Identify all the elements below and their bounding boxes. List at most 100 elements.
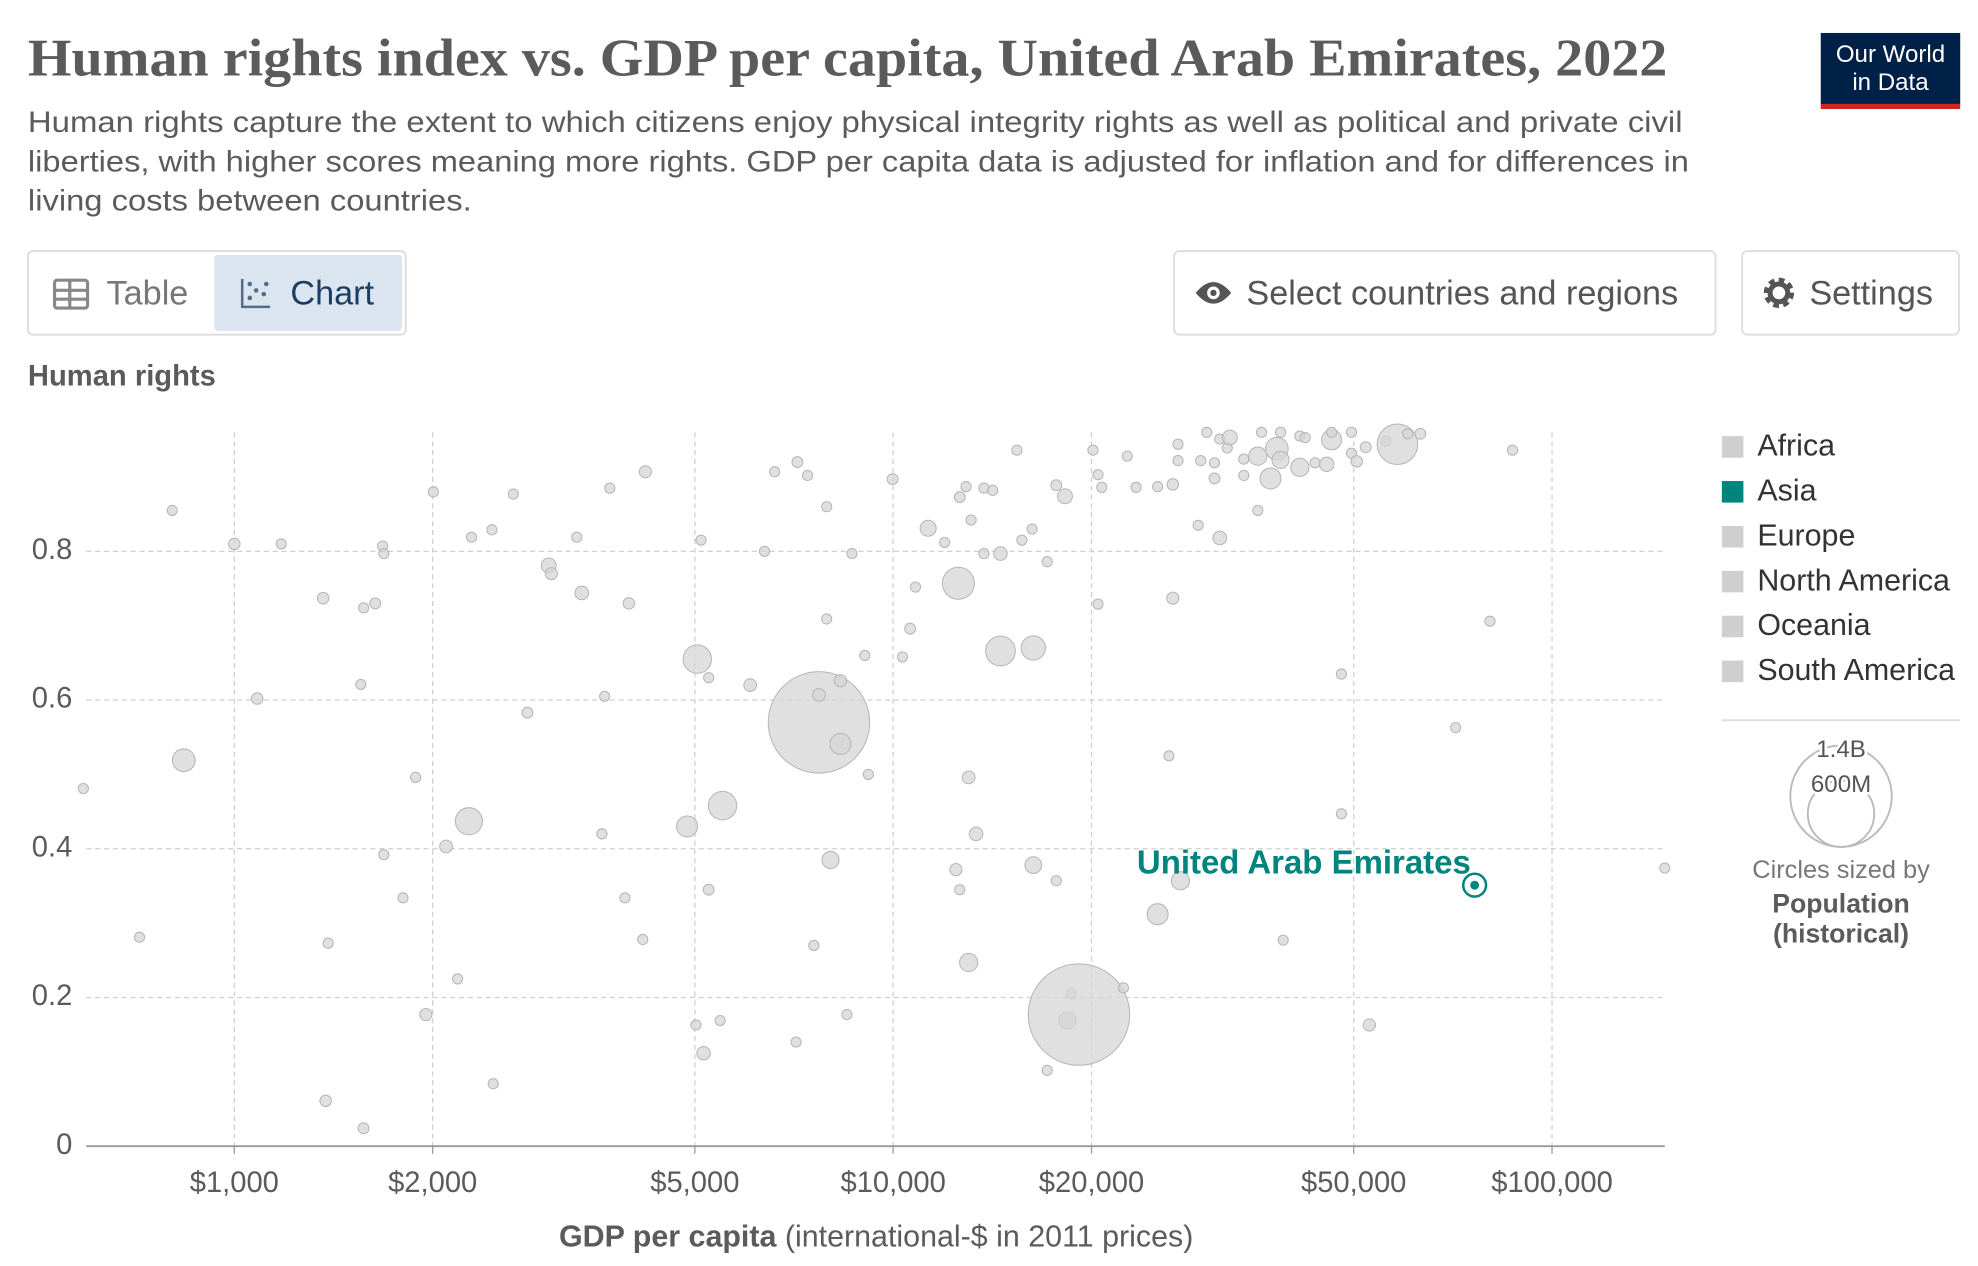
data-point xyxy=(758,545,771,557)
data-point xyxy=(1299,431,1311,444)
subtitle-line: living costs between countries. xyxy=(28,186,472,218)
legend-swatch xyxy=(1721,570,1744,593)
x-tick-label: $5,000 xyxy=(650,1167,739,1199)
data-point xyxy=(1326,426,1338,438)
x-tick-label: $10,000 xyxy=(840,1167,945,1199)
data-point xyxy=(319,1094,332,1108)
data-point xyxy=(961,770,976,785)
data-point xyxy=(939,536,951,548)
data-point xyxy=(1506,444,1519,456)
data-point xyxy=(993,546,1008,561)
logo[interactable]: Our World in Data xyxy=(1820,32,1961,110)
data-point xyxy=(985,635,1016,667)
data-point xyxy=(953,491,966,503)
data-point xyxy=(841,1008,853,1021)
data-point xyxy=(166,504,178,517)
data-point xyxy=(1016,534,1028,546)
tab-table[interactable]: Table xyxy=(52,274,189,312)
select-button[interactable]: Select countries and regions xyxy=(1173,250,1717,336)
gear-icon xyxy=(1767,281,1791,305)
y-axis-label: Human rights xyxy=(28,361,216,393)
data-point xyxy=(1255,426,1268,438)
data-point xyxy=(808,939,820,951)
data-point xyxy=(1450,721,1462,734)
button-label: Select countries and regions xyxy=(1246,274,1678,312)
data-point xyxy=(1092,469,1104,481)
data-point xyxy=(439,839,453,854)
data-point xyxy=(322,937,334,949)
data-point xyxy=(397,892,409,904)
data-point xyxy=(886,473,899,486)
x-axis-label-name: GDP per capita xyxy=(559,1220,778,1254)
data-point xyxy=(1345,426,1358,438)
data-point xyxy=(1130,481,1142,493)
data-point xyxy=(1121,450,1133,462)
data-point xyxy=(1166,478,1180,491)
subtitle: Human rights capture the extent to which… xyxy=(28,107,1689,218)
button-box xyxy=(1741,250,1960,336)
y-tick-label: 0.6 xyxy=(32,683,73,715)
data-point xyxy=(960,481,972,493)
data-point xyxy=(486,524,498,536)
data-point xyxy=(544,567,558,581)
y-tick-label: 0.4 xyxy=(32,831,73,863)
highlight-point xyxy=(1468,879,1481,891)
legend-label: Asia xyxy=(1757,473,1816,507)
data-point xyxy=(1163,750,1175,762)
data-point xyxy=(250,692,264,705)
data-point xyxy=(1309,457,1321,469)
data-point xyxy=(1117,982,1130,994)
size-legend-variable: (historical) xyxy=(1773,919,1909,949)
data-point xyxy=(696,1045,711,1061)
tab-chart[interactable]: Chart xyxy=(214,254,402,331)
data-point xyxy=(1350,455,1363,468)
data-point xyxy=(909,581,922,593)
logo-text: Our World xyxy=(1836,41,1945,68)
data-point xyxy=(507,488,519,500)
data-point xyxy=(358,602,370,614)
data-point xyxy=(1335,808,1348,820)
data-point xyxy=(791,456,804,469)
data-point xyxy=(987,484,999,496)
data-point xyxy=(1050,875,1062,887)
data-point xyxy=(714,1014,726,1027)
data-point xyxy=(790,1036,802,1048)
settings-button[interactable]: Settings xyxy=(1741,250,1960,336)
data-point xyxy=(355,678,367,691)
data-point xyxy=(846,547,858,560)
y-tick-label: 0 xyxy=(56,1129,72,1161)
data-point xyxy=(619,892,631,904)
annotation: United Arab Emirates xyxy=(1137,844,1471,881)
data-point xyxy=(968,826,984,842)
data-point xyxy=(1201,426,1213,438)
data-point xyxy=(1170,871,1191,891)
data-point xyxy=(1096,481,1108,493)
x-tick-label: $20,000 xyxy=(1039,1167,1144,1199)
legend-label: Europe xyxy=(1757,518,1855,552)
data-point xyxy=(1484,615,1496,627)
data-point xyxy=(1212,530,1228,546)
chart-icon xyxy=(247,281,269,301)
data-point xyxy=(419,1008,433,1022)
data-point xyxy=(1024,856,1043,874)
data-point xyxy=(1020,635,1046,661)
legend-swatch xyxy=(1721,481,1744,503)
data-point xyxy=(1195,455,1207,467)
logo-bar xyxy=(1820,103,1961,110)
data-point xyxy=(521,706,534,719)
legend-swatch xyxy=(1721,660,1744,683)
data-point xyxy=(171,748,196,773)
logo-text: in Data xyxy=(1852,69,1929,96)
tab-label: Table xyxy=(107,274,189,312)
data-point xyxy=(695,534,707,546)
data-point xyxy=(941,566,975,600)
data-point xyxy=(919,519,937,537)
chart-title: Human rights index vs. GDP per capita, U… xyxy=(28,29,1667,88)
eye-icon xyxy=(1210,289,1217,297)
data-point xyxy=(637,933,649,946)
data-point xyxy=(862,768,874,780)
legend-label: North America xyxy=(1757,563,1950,597)
data-point xyxy=(1274,426,1287,438)
chart-icon xyxy=(240,278,271,309)
